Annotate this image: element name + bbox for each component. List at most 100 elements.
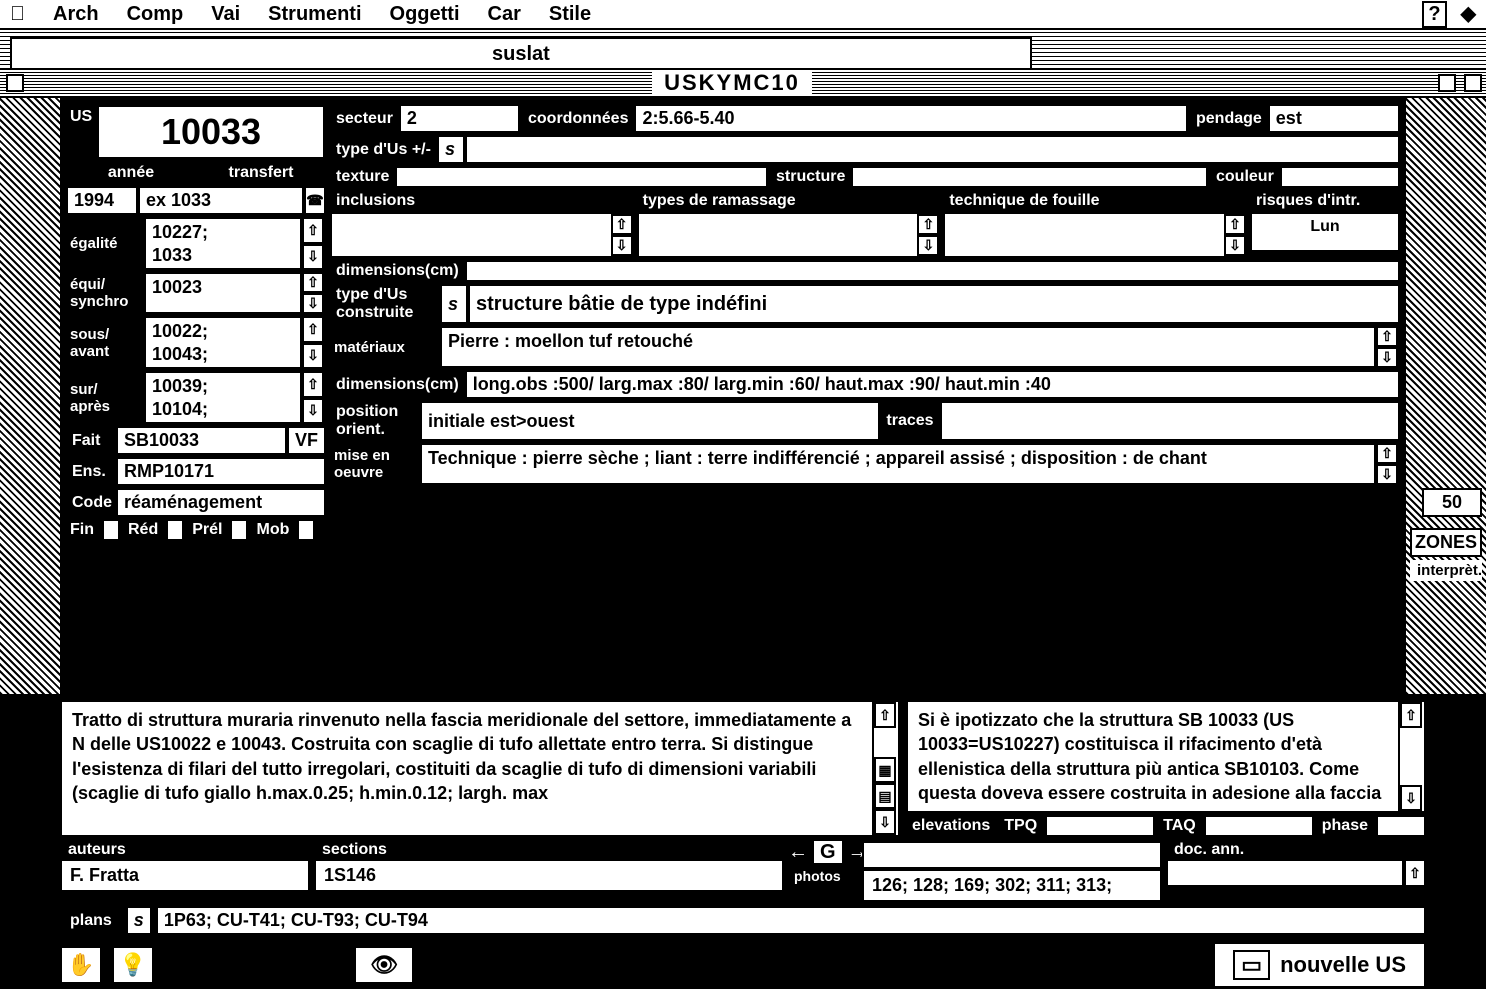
grid-icon[interactable]: ▦ xyxy=(874,757,896,783)
position-value[interactable]: initiale est>ouest xyxy=(420,401,880,441)
typeUs-blank[interactable] xyxy=(465,135,1400,164)
sur-value[interactable]: 10039; 10104; xyxy=(144,371,302,424)
scroll-down[interactable]: ⇩ xyxy=(1376,347,1398,368)
scroll-up[interactable]: ⇧ xyxy=(1404,859,1426,887)
menu-arch[interactable]: Arch xyxy=(53,3,99,26)
menu-vai[interactable]: Vai xyxy=(211,3,240,26)
scroll-track[interactable] xyxy=(1400,728,1424,785)
dim-value[interactable] xyxy=(465,260,1400,282)
risques-value[interactable]: Lun xyxy=(1252,214,1398,250)
couleur-value[interactable] xyxy=(1280,166,1400,188)
plans-value[interactable]: 1P63; CU-T41; CU-T93; CU-T94 xyxy=(156,906,1426,935)
tab-suslat[interactable]: suslat xyxy=(10,37,1032,68)
hand-icon[interactable]: ✋ xyxy=(60,946,102,984)
app-switch-icon[interactable]: ◆ xyxy=(1461,1,1476,28)
materiaux-value[interactable]: Pierre : moellon tuf retouché xyxy=(440,326,1376,368)
lightbulb-icon[interactable]: 💡 xyxy=(112,946,154,984)
transfert-value[interactable]: ex 1033 xyxy=(138,186,304,215)
mise-value[interactable]: Technique : pierre sèche ; liant : terre… xyxy=(420,443,1376,485)
scroll-down[interactable]: ⇩ xyxy=(611,235,633,256)
ens-value[interactable]: RMP10171 xyxy=(116,457,326,486)
zones-button[interactable]: ZONES xyxy=(1410,528,1482,557)
badge-50: 50 xyxy=(1422,488,1482,517)
nav-arrows[interactable]: ←G→ xyxy=(788,841,858,864)
phone-icon[interactable]: ☎ xyxy=(304,186,326,215)
phase-value[interactable] xyxy=(1376,815,1426,837)
close-box[interactable] xyxy=(6,74,24,92)
mob-check[interactable] xyxy=(297,519,315,541)
description-left[interactable]: Tratto di struttura muraria rinvenuto ne… xyxy=(62,702,872,835)
code-value[interactable]: réaménagement xyxy=(116,488,326,517)
scroll-up[interactable]: ⇧ xyxy=(874,702,896,728)
typeUsCon-value[interactable]: structure bâtie de type indéfini xyxy=(468,284,1400,324)
nouvelle-us-button[interactable]: ▭ nouvelle US xyxy=(1213,942,1426,988)
scroll-up[interactable]: ⇧ xyxy=(1376,326,1398,347)
hatch-right: 50 ZONES interprèt. xyxy=(1406,98,1486,694)
help-icon[interactable]: ? xyxy=(1422,1,1446,28)
pendage-value[interactable]: est xyxy=(1268,104,1400,133)
phase-label: phase xyxy=(1316,815,1374,837)
fait-label: Fait xyxy=(66,426,116,455)
coord-value[interactable]: 2:5.66-5.40 xyxy=(634,104,1188,133)
zoom-box[interactable] xyxy=(1438,74,1456,92)
prel-check[interactable] xyxy=(230,519,248,541)
scroll-down[interactable]: ⇩ xyxy=(874,809,896,835)
typeUsCon-marker[interactable]: s xyxy=(440,284,468,324)
texture-value[interactable] xyxy=(395,166,768,188)
us-number[interactable]: 10033 xyxy=(96,104,326,160)
taq-value[interactable] xyxy=(1204,815,1314,837)
scroll-up[interactable]: ⇧ xyxy=(917,214,939,235)
dim2-value[interactable]: long.obs :500/ larg.max :80/ larg.min :6… xyxy=(465,370,1400,399)
fin-check[interactable] xyxy=(102,519,120,541)
scroll-down[interactable]: ⇩ xyxy=(1224,235,1246,256)
grid2-icon[interactable]: ▤ xyxy=(874,783,896,809)
inclusions-value[interactable] xyxy=(332,214,611,256)
sections-value[interactable]: 1S146 xyxy=(314,859,784,892)
auteurs-value[interactable]: F. Fratta xyxy=(60,859,310,892)
docann-value[interactable] xyxy=(1166,859,1404,887)
scroll-down[interactable]: ⇩ xyxy=(1400,785,1422,811)
typeUs-marker[interactable]: s xyxy=(437,135,465,164)
scroll-up[interactable]: ⇧ xyxy=(302,371,324,398)
secteur-value[interactable]: 2 xyxy=(399,104,520,133)
structure-value[interactable] xyxy=(851,166,1208,188)
scroll-down[interactable]: ⇩ xyxy=(302,293,324,314)
photos-value[interactable]: 126; 128; 169; 302; 311; 313; xyxy=(862,869,1162,902)
red-check[interactable] xyxy=(166,519,184,541)
eye-icon[interactable]: 👁 xyxy=(354,946,414,984)
scroll-up[interactable]: ⇧ xyxy=(611,214,633,235)
fin-label: Fin xyxy=(66,519,98,541)
tpq-value[interactable] xyxy=(1045,815,1155,837)
scroll-up[interactable]: ⇧ xyxy=(302,217,324,244)
scroll-up[interactable]: ⇧ xyxy=(302,272,324,293)
scroll-up[interactable]: ⇧ xyxy=(1224,214,1246,235)
egalite-value[interactable]: 10227; 1033 xyxy=(144,217,302,270)
fouille-value[interactable] xyxy=(945,214,1224,256)
menu-comp[interactable]: Comp xyxy=(127,3,184,26)
scroll-up[interactable]: ⇧ xyxy=(1376,443,1398,464)
menu-stile[interactable]: Stile xyxy=(549,3,591,26)
elevations-value[interactable] xyxy=(862,841,1162,869)
scroll-down[interactable]: ⇩ xyxy=(302,398,324,425)
collapse-box[interactable] xyxy=(1464,74,1482,92)
scroll-down[interactable]: ⇩ xyxy=(1376,464,1398,485)
traces-value[interactable] xyxy=(940,401,1400,441)
scroll-down[interactable]: ⇩ xyxy=(302,343,324,370)
annee-value[interactable]: 1994 xyxy=(66,186,138,215)
scroll-down[interactable]: ⇩ xyxy=(302,244,324,271)
ramassage-value[interactable] xyxy=(639,214,918,256)
scroll-down[interactable]: ⇩ xyxy=(917,235,939,256)
menu-strumenti[interactable]: Strumenti xyxy=(268,3,361,26)
scroll-up[interactable]: ⇧ xyxy=(302,316,324,343)
menu-oggetti[interactable]: Oggetti xyxy=(390,3,460,26)
plans-marker[interactable]: s xyxy=(126,906,152,935)
scroll-track[interactable] xyxy=(874,728,898,757)
menu-car[interactable]: Car xyxy=(488,3,521,26)
apple-icon[interactable]:  xyxy=(10,3,25,26)
description-right[interactable]: Si è ipotizzato che la struttura SB 1003… xyxy=(908,702,1398,811)
sous-value[interactable]: 10022; 10043; xyxy=(144,316,302,369)
scroll-up[interactable]: ⇧ xyxy=(1400,702,1422,728)
equi-value[interactable]: 10023 xyxy=(144,272,302,314)
fait-value[interactable]: SB10033 xyxy=(116,426,287,455)
fait-vf[interactable]: VF xyxy=(287,426,326,455)
